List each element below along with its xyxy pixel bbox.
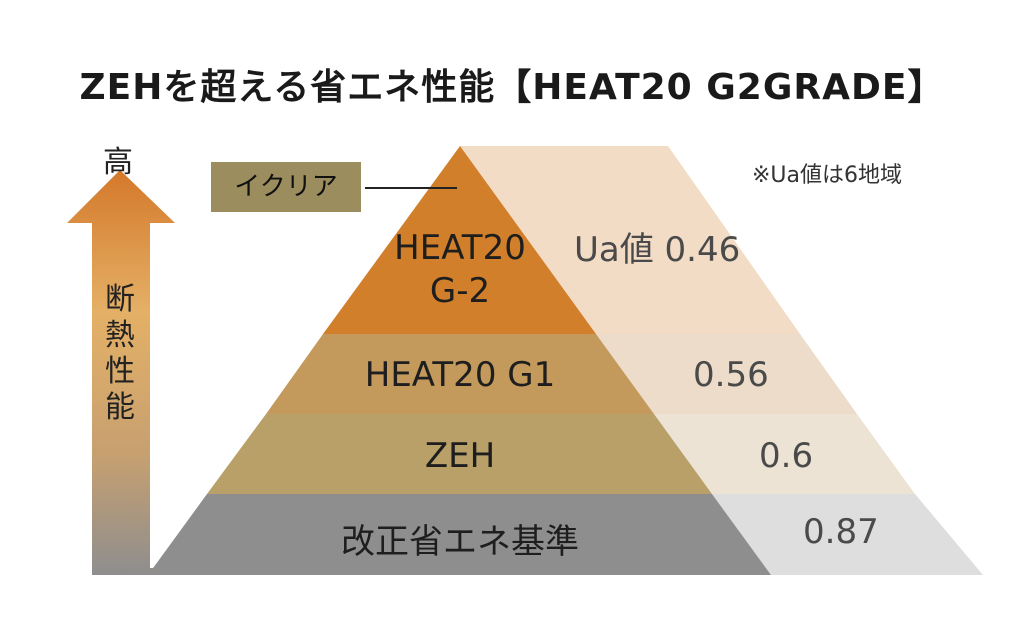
tier3-band [207, 414, 712, 494]
tier2-band [266, 334, 654, 414]
tier1-face [460, 146, 800, 334]
axis-side-char: 熱 [105, 318, 135, 353]
performance-arrow [67, 170, 175, 575]
level-value-zeh: 0.6 [759, 436, 814, 476]
axis-high-label: 高 [103, 145, 133, 180]
axis-side-char: 能 [105, 390, 135, 425]
level-value-g1: 0.56 [693, 355, 769, 395]
product-badge: イクリア [211, 162, 361, 212]
axis-side-char: 性 [105, 354, 135, 389]
region-note: ※Ua値は6地域 [752, 163, 903, 188]
level-name-g2-line1: HEAT20 [394, 228, 526, 268]
level-name-standard: 改正省エネ基準 [341, 522, 579, 562]
tier2-face [596, 334, 857, 414]
level-value-g2: Ua値 0.46 [574, 230, 741, 270]
axis-side-label: 断 熱 性 能 [99, 282, 141, 426]
badge-connector-line [365, 187, 457, 189]
page-title: ZEHを超える省エネ性能【HEAT20 G2GRADE】 [79, 67, 945, 108]
tier3-face [654, 414, 915, 494]
tier4-face [712, 494, 983, 575]
level-name-g2-line2: G-2 [429, 271, 491, 311]
level-value-standard: 0.87 [803, 512, 879, 552]
tier1-triangle [323, 146, 596, 334]
level-name-zeh: ZEH [424, 436, 496, 476]
level-name-g1: HEAT20 G1 [364, 355, 556, 395]
axis-side-char: 断 [105, 282, 135, 317]
tier4-band [148, 494, 771, 575]
